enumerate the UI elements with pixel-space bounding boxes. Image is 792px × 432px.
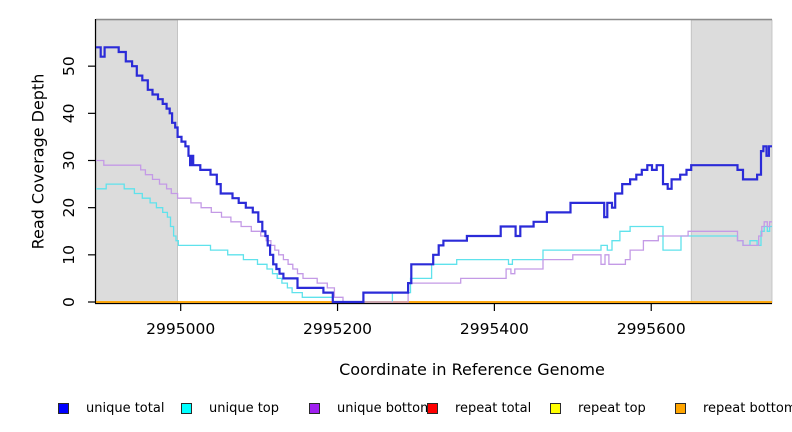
y-tick-label: 40 bbox=[60, 103, 78, 123]
legend-item-repeat-top: repeat top bbox=[550, 399, 646, 417]
unique-bottom-swatch-icon bbox=[309, 402, 320, 414]
shaded-region-masked-right bbox=[690, 19, 773, 304]
legend-label: unique top bbox=[209, 400, 280, 416]
x-axis-title-text: Coordinate in Reference Genome bbox=[339, 360, 605, 379]
shaded-region-masked-left bbox=[95, 19, 178, 304]
x-tick-label: 2995400 bbox=[460, 320, 529, 338]
repeat-top-swatch-icon bbox=[550, 402, 561, 414]
y-tick-label: 10 bbox=[60, 245, 78, 265]
series-line-unique-bottom bbox=[96, 159, 772, 303]
repeat-bottom-swatch-icon bbox=[675, 402, 686, 414]
unique-total-swatch-icon bbox=[58, 402, 69, 414]
legend-item-repeat-bottom: repeat bottom bbox=[675, 399, 792, 417]
legend-label: repeat bottom bbox=[703, 400, 792, 416]
legend-label: unique bottom bbox=[337, 400, 433, 416]
series-line-unique-total bbox=[96, 46, 772, 304]
x-tick-label: 2995000 bbox=[146, 320, 215, 338]
y-tick-label: 50 bbox=[60, 56, 78, 76]
legend-item-repeat-total: repeat total bbox=[427, 399, 531, 417]
legend-label: unique total bbox=[86, 400, 165, 416]
y-tick-label: 0 bbox=[60, 297, 78, 307]
repeat-total-swatch-icon bbox=[427, 402, 438, 414]
series-line-unique-top bbox=[96, 183, 772, 303]
legend-item-unique-total: unique total bbox=[58, 399, 164, 417]
legend-item-unique-top: unique top bbox=[181, 399, 279, 417]
legend: unique total unique top unique bottom re… bbox=[0, 399, 792, 419]
legend-label: repeat total bbox=[455, 400, 532, 416]
unique-top-swatch-icon bbox=[181, 402, 192, 414]
y-axis-title: Read Coverage Depth bbox=[28, 73, 48, 250]
y-tick-label: 20 bbox=[60, 198, 78, 218]
legend-label: repeat top bbox=[578, 400, 646, 416]
x-axis-title: Coordinate in Reference Genome bbox=[0, 360, 792, 379]
y-tick-label: 30 bbox=[60, 151, 78, 171]
x-tick-label: 2995200 bbox=[303, 320, 372, 338]
legend-item-unique-bottom: unique bottom bbox=[309, 399, 433, 417]
x-tick-label: 2995600 bbox=[617, 320, 686, 338]
